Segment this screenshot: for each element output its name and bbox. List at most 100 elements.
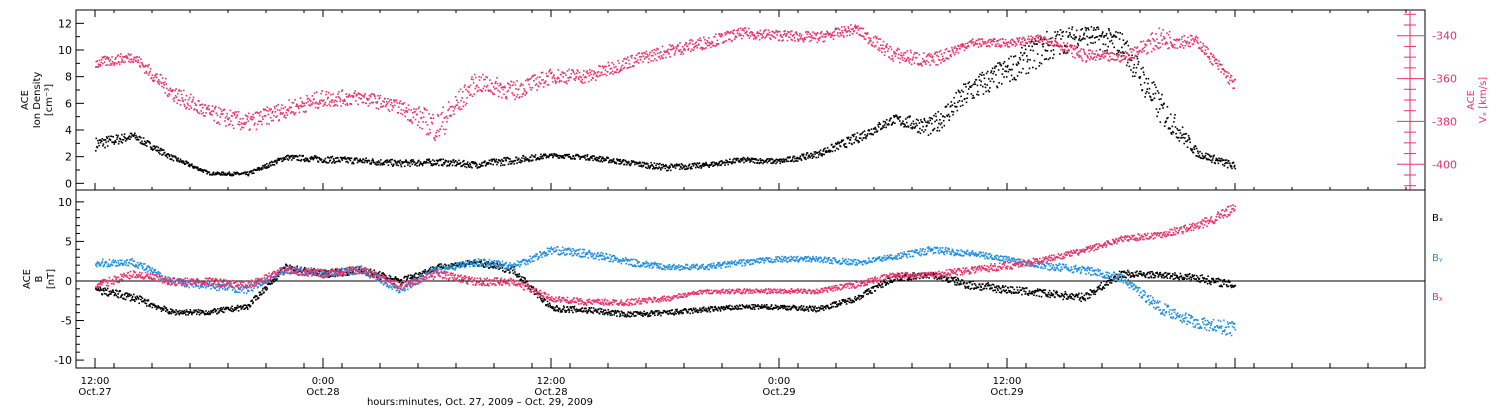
data-point-vx-17-16 [749, 35, 752, 37]
data-point-vx-0-18 [104, 58, 107, 60]
data-point-vx-6-41 [345, 93, 347, 95]
data-point-b0-9-51 [464, 264, 467, 266]
data-point-vx-11-28 [528, 83, 530, 86]
data-point-vx-12-5 [553, 77, 556, 79]
data-point-ion-4-44 [270, 160, 273, 163]
data-point-b0-8-22 [410, 277, 413, 280]
data-point-b0-0-3 [96, 289, 99, 291]
data-point-ion-4-0 [247, 173, 249, 176]
data-point-ion-11-13 [520, 161, 522, 164]
data-point-ion-8-38 [419, 161, 422, 163]
data-point-b0-0-53 [123, 294, 126, 296]
data-point-vx-23-21 [980, 45, 982, 48]
data-point-vx-20-51 [882, 40, 885, 43]
data-point-vx-22-43 [954, 45, 956, 48]
data-point-vx-28-39 [1180, 43, 1182, 45]
data-point-ion-29-23 [1209, 156, 1212, 158]
data-point-vx-6-35 [342, 100, 344, 102]
data-point-ion-27-10 [1126, 40, 1128, 43]
data-point-vx-6-8 [327, 96, 329, 99]
data-point-ion-21-24 [906, 121, 908, 124]
data-point-vx-16-7 [706, 44, 709, 47]
data-point-ion-4-20 [257, 166, 260, 169]
data-point-vx-27-15 [1129, 48, 1131, 51]
data-point-vx-0-12 [101, 56, 104, 59]
data-point-vx-27-53 [1149, 42, 1152, 45]
data-point-vx-13-18 [598, 74, 601, 77]
data-point-ion-12-51 [578, 155, 581, 158]
data-point-vx-25-24 [1058, 44, 1060, 47]
data-point-vx-8-21 [410, 109, 412, 111]
data-point-ion-20-49 [881, 127, 884, 129]
data-point-vx-27-65 [1156, 38, 1158, 40]
data-point-ion-25-68 [1081, 38, 1084, 40]
data-point-vx-28-45 [1183, 34, 1185, 37]
data-point-vx-9-30 [453, 113, 455, 115]
data-point-ion-13-13 [596, 159, 598, 162]
data-point-vx-6-22 [334, 103, 337, 106]
data-point-ion-26-45 [1107, 45, 1109, 48]
data-point-ion-19-3 [818, 151, 821, 153]
data-point-vx-6-53 [351, 95, 354, 97]
data-point-vx-1-17 [142, 64, 144, 67]
data-point-vx-15-20 [675, 48, 678, 50]
data-point-ion-11-27 [527, 159, 530, 162]
data-point-vx-5-25 [298, 111, 301, 114]
data-point-vx-9-9 [441, 121, 444, 123]
data-point-vx-4-16 [255, 128, 258, 131]
data-point-vx-4-29 [262, 108, 265, 110]
data-point-vx-4-19 [257, 112, 259, 114]
data-point-vx-15-51 [692, 49, 695, 51]
data-point-vx-6-2 [324, 103, 326, 106]
data-point-ion-22-24 [944, 116, 946, 118]
data-point-ion-7-17 [370, 163, 372, 165]
data-point-vx-8-68 [435, 135, 438, 138]
data-point-vx-2-4 [173, 100, 175, 102]
data-point-ion-1-57 [163, 151, 166, 154]
data-point-ion-27-1 [1121, 33, 1124, 35]
data-point-ion-26-35 [1102, 31, 1104, 33]
data-point-vx-25-41 [1067, 49, 1069, 52]
data-point-vx-5-39 [306, 95, 308, 97]
data-point-vx-1-25 [146, 64, 149, 67]
data-point-b0-3-25 [222, 306, 225, 309]
data-point-ion-3-6 [212, 172, 214, 174]
data-point-vx-1-35 [152, 79, 154, 82]
data-point-ion-11-26 [527, 158, 529, 160]
data-point-vx-27-68 [1157, 47, 1160, 50]
data-point-vx-28-21 [1170, 42, 1172, 44]
data-point-ion-13-59 [621, 161, 623, 164]
data-point-ion-20-41 [877, 124, 879, 126]
data-point-ion-11-57 [543, 154, 546, 157]
data-point-vx-25-7 [1048, 40, 1051, 43]
data-point-ion-8-69 [436, 162, 439, 165]
data-point-vx-15-8 [669, 56, 671, 58]
data-point-b0-6-44 [346, 274, 349, 276]
data-point-ion-10-3 [476, 167, 479, 169]
data-point-ion-19-15 [825, 151, 827, 154]
data-point-ion-25-53 [1073, 38, 1076, 41]
data-point-vx-12-43 [574, 79, 576, 82]
data-point-ion-12-17 [560, 155, 562, 158]
data-point-vx-12-0 [551, 71, 553, 74]
data-point-b0-1-51 [160, 310, 163, 312]
data-point-vx-10-1 [475, 85, 478, 88]
data-point-vx-24-4 [1009, 42, 1011, 44]
data-point-b0-8-47 [424, 269, 427, 271]
data-point-vx-16-46 [728, 38, 730, 41]
data-point-vx-12-32 [568, 68, 570, 71]
data-point-ion-7-8 [365, 157, 367, 159]
data-point-ion-4-54 [276, 161, 278, 163]
data-point-ion-29-49 [1223, 165, 1226, 167]
data-point-ion-17-24 [754, 162, 756, 164]
data-point-vx-13-19 [599, 65, 601, 68]
data-point-vx-1-29 [148, 72, 151, 74]
data-point-ion-18-45 [803, 156, 805, 159]
data-point-ion-1-11 [139, 135, 141, 138]
data-point-ion-23-25 [982, 93, 985, 95]
data-point-ion-26-26 [1097, 26, 1099, 28]
data-point-vx-3-60 [241, 123, 244, 125]
data-point-vx-21-38 [913, 62, 916, 64]
data-point-vx-4-48 [273, 114, 275, 117]
data-point-vx-8-6 [402, 103, 404, 105]
